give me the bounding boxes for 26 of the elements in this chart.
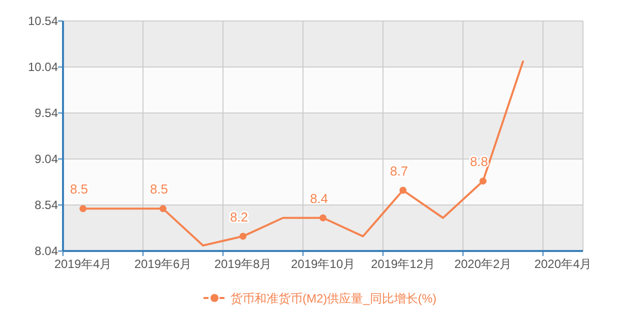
x-tick-label: 2019年6月 [134,257,192,271]
data-label: 8.5 [70,182,88,197]
x-tick-label: 2020年2月 [454,257,512,271]
point [320,214,326,222]
data-label: 8.4 [310,190,328,206]
point [400,186,406,194]
point [240,232,246,240]
point [480,178,486,185]
point [160,205,166,212]
data-label: 8.8 [470,154,488,170]
point [80,205,86,212]
y-tick-label: 10.04 [28,60,58,74]
data-label: 8.7 [390,163,408,178]
x-tick-label: 2019年10月 [290,257,356,271]
y-tick-label: 8.04 [34,244,58,258]
y-tick-label: 10.54 [28,14,58,28]
y-tick-label: 9.04 [34,152,58,166]
data-label: 8.5 [150,182,168,197]
y-tick-label: 8.54 [34,198,58,212]
y-tick-label: 9.54 [34,106,58,120]
x-tick-label: 2020年4月 [534,257,592,271]
legend-label: 货币和准货币(M2)供应量_同比增长(%) [230,292,436,306]
x-tick-label: 2019年4月 [54,257,112,271]
x-tick-label: 2019年12月 [370,257,436,271]
data-label: 8.2 [230,209,248,224]
x-tick-label: 2019年8月 [214,257,272,271]
